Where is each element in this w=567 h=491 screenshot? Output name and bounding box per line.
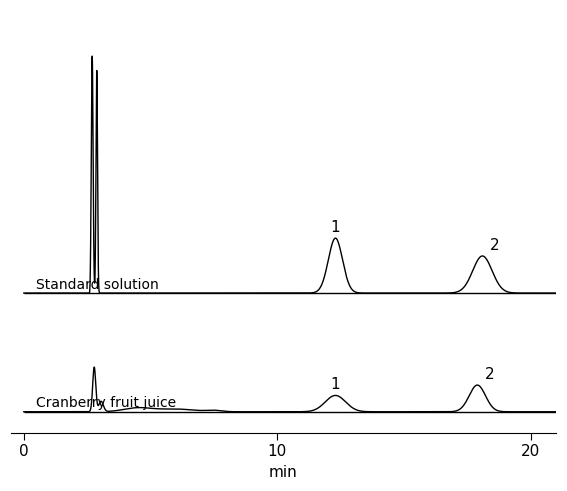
- Text: 1: 1: [331, 378, 340, 392]
- Text: 1: 1: [331, 219, 340, 235]
- Text: Cranberry fruit juice: Cranberry fruit juice: [36, 396, 176, 410]
- Text: Standard solution: Standard solution: [36, 277, 159, 292]
- X-axis label: min: min: [269, 465, 298, 480]
- Text: 2: 2: [490, 238, 500, 253]
- Text: 2: 2: [485, 367, 495, 382]
